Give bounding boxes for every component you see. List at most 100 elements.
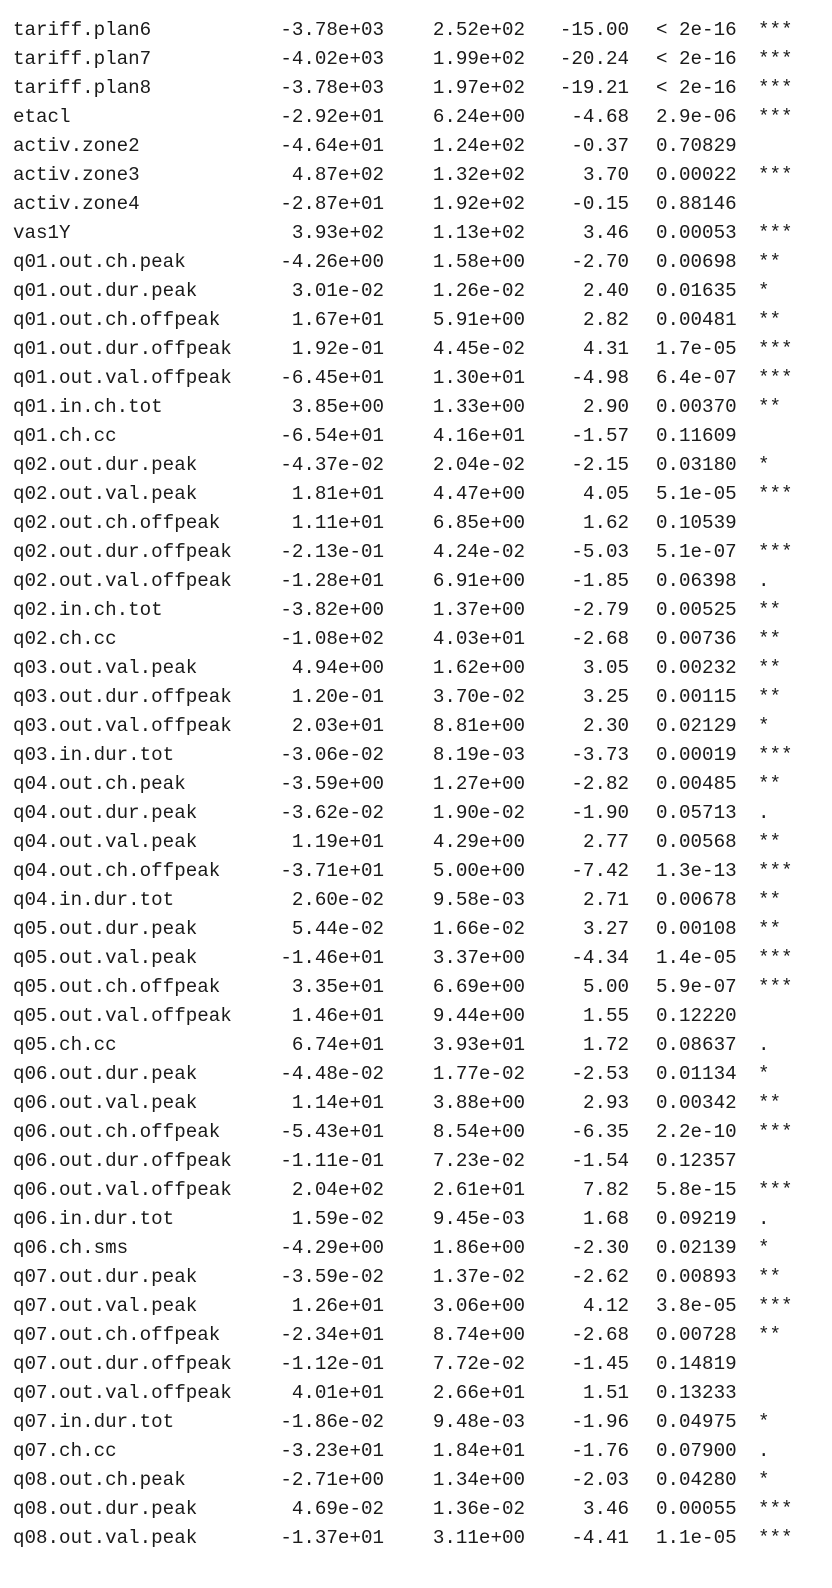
estimate-value: 1.19e+01 [291, 831, 384, 853]
t-value: 2.30 [582, 715, 629, 737]
estimate-value: -4.64e+01 [280, 135, 384, 157]
estimate-value: 2.60e-02 [291, 889, 384, 911]
estimate-value: 1.59e-02 [291, 1208, 384, 1230]
std-error-value: 1.62e+00 [432, 657, 525, 679]
t-value: 1.51 [582, 1382, 629, 1404]
coefficient-row: tariff.plan7 -4.02e+03 1.99e+02 -20.24 < 2e-… [0, 45, 832, 74]
p-value: 0.14819 [656, 1353, 737, 1375]
std-error-value: 1.37e+00 [432, 599, 525, 621]
p-value: 0.00736 [656, 628, 737, 650]
t-value: -2.30 [571, 1237, 629, 1259]
std-error-value: 6.91e+00 [432, 570, 525, 592]
std-error-value: 6.69e+00 [432, 976, 525, 998]
estimate-value: -4.26e+00 [280, 251, 384, 273]
significance-stars: *** [758, 860, 793, 882]
coefficient-row: q02.out.val.offpeak -1.28e+01 6.91e+00 -1.8… [0, 567, 832, 596]
significance-stars: . [758, 1208, 770, 1230]
coefficient-row: q03.out.val.peak 4.94e+00 1.62e+00 3.05 0.00… [0, 654, 832, 683]
significance-stars: *** [758, 1179, 793, 1201]
std-error-value: 3.11e+00 [432, 1527, 525, 1549]
p-value: 0.00232 [656, 657, 737, 679]
estimate-value: 1.67e+01 [291, 309, 384, 331]
p-value: < 2e-16 [656, 19, 737, 41]
coefficient-name: q02.out.ch.offpeak [13, 512, 221, 534]
coefficient-name: activ.zone3 [13, 164, 140, 186]
estimate-value: -1.12e-01 [280, 1353, 384, 1375]
coefficient-row: q01.ch.cc -6.54e+01 4.16e+01 -1.57 0.11609 [0, 422, 832, 451]
coefficient-row: activ.zone4 -2.87e+01 1.92e+02 -0.15 0.88146 [0, 190, 832, 219]
estimate-value: 1.92e-01 [291, 338, 384, 360]
t-value: 3.46 [582, 1498, 629, 1520]
significance-stars: *** [758, 1527, 793, 1549]
estimate-value: 4.01e+01 [291, 1382, 384, 1404]
p-value: 0.00115 [656, 686, 737, 708]
p-value: 0.13233 [656, 1382, 737, 1404]
coefficient-name: q03.in.dur.tot [13, 744, 175, 766]
t-value: -5.03 [571, 541, 629, 563]
p-value: 0.00485 [656, 773, 737, 795]
coefficient-row: vas1Y 3.93e+02 1.13e+02 3.46 0.00053 *** [0, 219, 832, 248]
coefficient-row: tariff.plan6 -3.78e+03 2.52e+02 -15.00 < 2e-… [0, 16, 832, 45]
t-value: -1.45 [571, 1353, 629, 1375]
estimate-value: -3.23e+01 [280, 1440, 384, 1462]
significance-stars: * [758, 715, 770, 737]
significance-stars: ** [758, 918, 782, 940]
estimate-value: -1.37e+01 [280, 1527, 384, 1549]
std-error-value: 1.13e+02 [432, 222, 525, 244]
std-error-value: 6.85e+00 [432, 512, 525, 534]
std-error-value: 1.99e+02 [432, 48, 525, 70]
p-value: 0.70829 [656, 135, 737, 157]
coefficient-name: q07.out.val.peak [13, 1295, 198, 1317]
coefficient-name: q02.out.dur.offpeak [13, 541, 232, 563]
std-error-value: 8.54e+00 [432, 1121, 525, 1143]
std-error-value: 4.45e-02 [432, 338, 525, 360]
std-error-value: 1.66e-02 [432, 918, 525, 940]
estimate-value: -6.54e+01 [280, 425, 384, 447]
coefficient-name: q08.out.val.peak [13, 1527, 198, 1549]
p-value: 0.04280 [656, 1469, 737, 1491]
std-error-value: 4.24e-02 [432, 541, 525, 563]
significance-stars: ** [758, 1266, 782, 1288]
coefficient-name: q02.in.ch.tot [13, 599, 163, 621]
coefficient-name: q07.ch.cc [13, 1440, 117, 1462]
significance-stars: *** [758, 164, 793, 186]
t-value: -4.68 [571, 106, 629, 128]
estimate-value: -2.34e+01 [280, 1324, 384, 1346]
t-value: 3.05 [582, 657, 629, 679]
std-error-value: 8.19e-03 [432, 744, 525, 766]
p-value: 0.00893 [656, 1266, 737, 1288]
std-error-value: 2.66e+01 [432, 1382, 525, 1404]
estimate-value: 4.94e+00 [291, 657, 384, 679]
coefficient-name: q06.out.dur.offpeak [13, 1150, 232, 1172]
t-value: 3.70 [582, 164, 629, 186]
coefficient-name: q06.out.val.offpeak [13, 1179, 232, 1201]
estimate-value: 3.85e+00 [291, 396, 384, 418]
coefficient-row: q06.out.dur.offpeak -1.11e-01 7.23e-02 -1.5… [0, 1147, 832, 1176]
t-value: 2.90 [582, 396, 629, 418]
coefficient-row: q07.out.val.peak 1.26e+01 3.06e+00 4.12 3.8e… [0, 1292, 832, 1321]
coefficient-name: q05.out.ch.offpeak [13, 976, 221, 998]
coefficient-row: q02.out.ch.offpeak 1.11e+01 6.85e+00 1.62 0.… [0, 509, 832, 538]
t-value: 3.27 [582, 918, 629, 940]
t-value: 2.93 [582, 1092, 629, 1114]
std-error-value: 1.97e+02 [432, 77, 525, 99]
coefficient-name: q01.ch.cc [13, 425, 117, 447]
estimate-value: -3.82e+00 [280, 599, 384, 621]
coefficient-name: q07.out.ch.offpeak [13, 1324, 221, 1346]
p-value: 5.1e-05 [656, 483, 737, 505]
coefficient-name: q06.ch.sms [13, 1237, 129, 1259]
significance-stars: * [758, 454, 770, 476]
coefficient-row: q03.in.dur.tot -3.06e-02 8.19e-03 -3.73 0.00… [0, 741, 832, 770]
estimate-value: -3.62e-02 [280, 802, 384, 824]
significance-stars: ** [758, 251, 782, 273]
std-error-value: 4.03e+01 [432, 628, 525, 650]
estimate-value: -1.08e+02 [280, 628, 384, 650]
std-error-value: 4.47e+00 [432, 483, 525, 505]
estimate-value: 5.44e-02 [291, 918, 384, 940]
significance-stars: . [758, 1440, 770, 1462]
coefficient-row: q08.out.dur.peak 4.69e-02 1.36e-02 3.46 0.00… [0, 1495, 832, 1524]
t-value: 2.82 [582, 309, 629, 331]
estimate-value: -2.71e+00 [280, 1469, 384, 1491]
coefficient-row: q02.out.dur.offpeak -2.13e-01 4.24e-02 -5.0… [0, 538, 832, 567]
regression-coefficient-output: tariff.plan6 -3.78e+03 2.52e+02 -15.00 < 2e-… [0, 16, 832, 1553]
